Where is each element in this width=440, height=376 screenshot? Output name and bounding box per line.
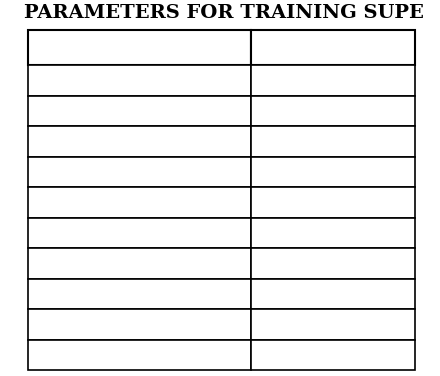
- Text: Weight Decay: Weight Decay: [83, 346, 195, 363]
- Text: Epochs: Epochs: [110, 72, 169, 89]
- Text: $mn$: $mn$: [126, 194, 153, 211]
- Text: PARAMETERS FOR TRAINING SUPE: PARAMETERS FOR TRAINING SUPE: [24, 4, 423, 22]
- Text: 150: 150: [317, 72, 348, 89]
- Text: [15, 45]: [15, 45]: [301, 285, 365, 302]
- Text: $\lambda_{\mathrm{descriptor}}$: $\lambda_{\mathrm{descriptor}}$: [105, 100, 174, 121]
- Text: Optimizer: Optimizer: [99, 316, 180, 333]
- Text: 0.9: 0.9: [320, 163, 345, 180]
- Text: 0.2: 0.2: [320, 255, 345, 272]
- Text: 0.2: 0.2: [320, 102, 345, 119]
- Text: 0.2: 0.2: [320, 194, 345, 211]
- Text: Adam: Adam: [309, 316, 356, 333]
- Text: $mp$: $mp$: [126, 163, 153, 180]
- Text: $\lambda_{\mathrm{d}}$: $\lambda_{\mathrm{d}}$: [130, 132, 148, 151]
- Text: LR Decay Epochs: LR Decay Epochs: [68, 285, 210, 302]
- Text: LR Decay Rate: LR Decay Rate: [79, 255, 200, 272]
- Text: 0.0005: 0.0005: [305, 224, 361, 241]
- Text: Value: Value: [306, 39, 359, 56]
- Text: Learning Rate (LR): Learning Rate (LR): [61, 224, 218, 241]
- Text: 0.000001: 0.000001: [295, 346, 371, 363]
- Text: Parameter: Parameter: [88, 39, 191, 56]
- Text: $640 \times 480/5$: $640 \times 480/5$: [284, 133, 381, 150]
